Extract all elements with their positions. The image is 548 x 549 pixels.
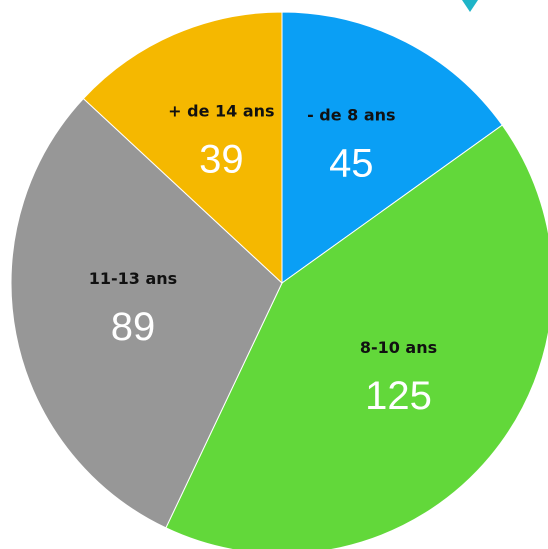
slice-label: 8-10 ans xyxy=(360,338,437,357)
pie-slice xyxy=(82,11,283,285)
slice-value: 89 xyxy=(111,305,156,349)
slice-value: 39 xyxy=(199,137,244,181)
pie-slice xyxy=(10,97,283,529)
pie-slice xyxy=(281,11,503,284)
slice-label: - de 8 ans xyxy=(307,105,396,124)
slice-label: 11-13 ans xyxy=(89,269,177,288)
slice-label: + de 14 ans xyxy=(168,101,274,120)
slice-value: 45 xyxy=(329,142,374,186)
slice-value: 125 xyxy=(365,374,432,418)
decoration xyxy=(462,0,478,12)
pie-slice xyxy=(165,124,548,549)
pie: - de 8 ans 45 8-10 ans 125 11-13 ans 89 + de 1… xyxy=(10,11,548,549)
